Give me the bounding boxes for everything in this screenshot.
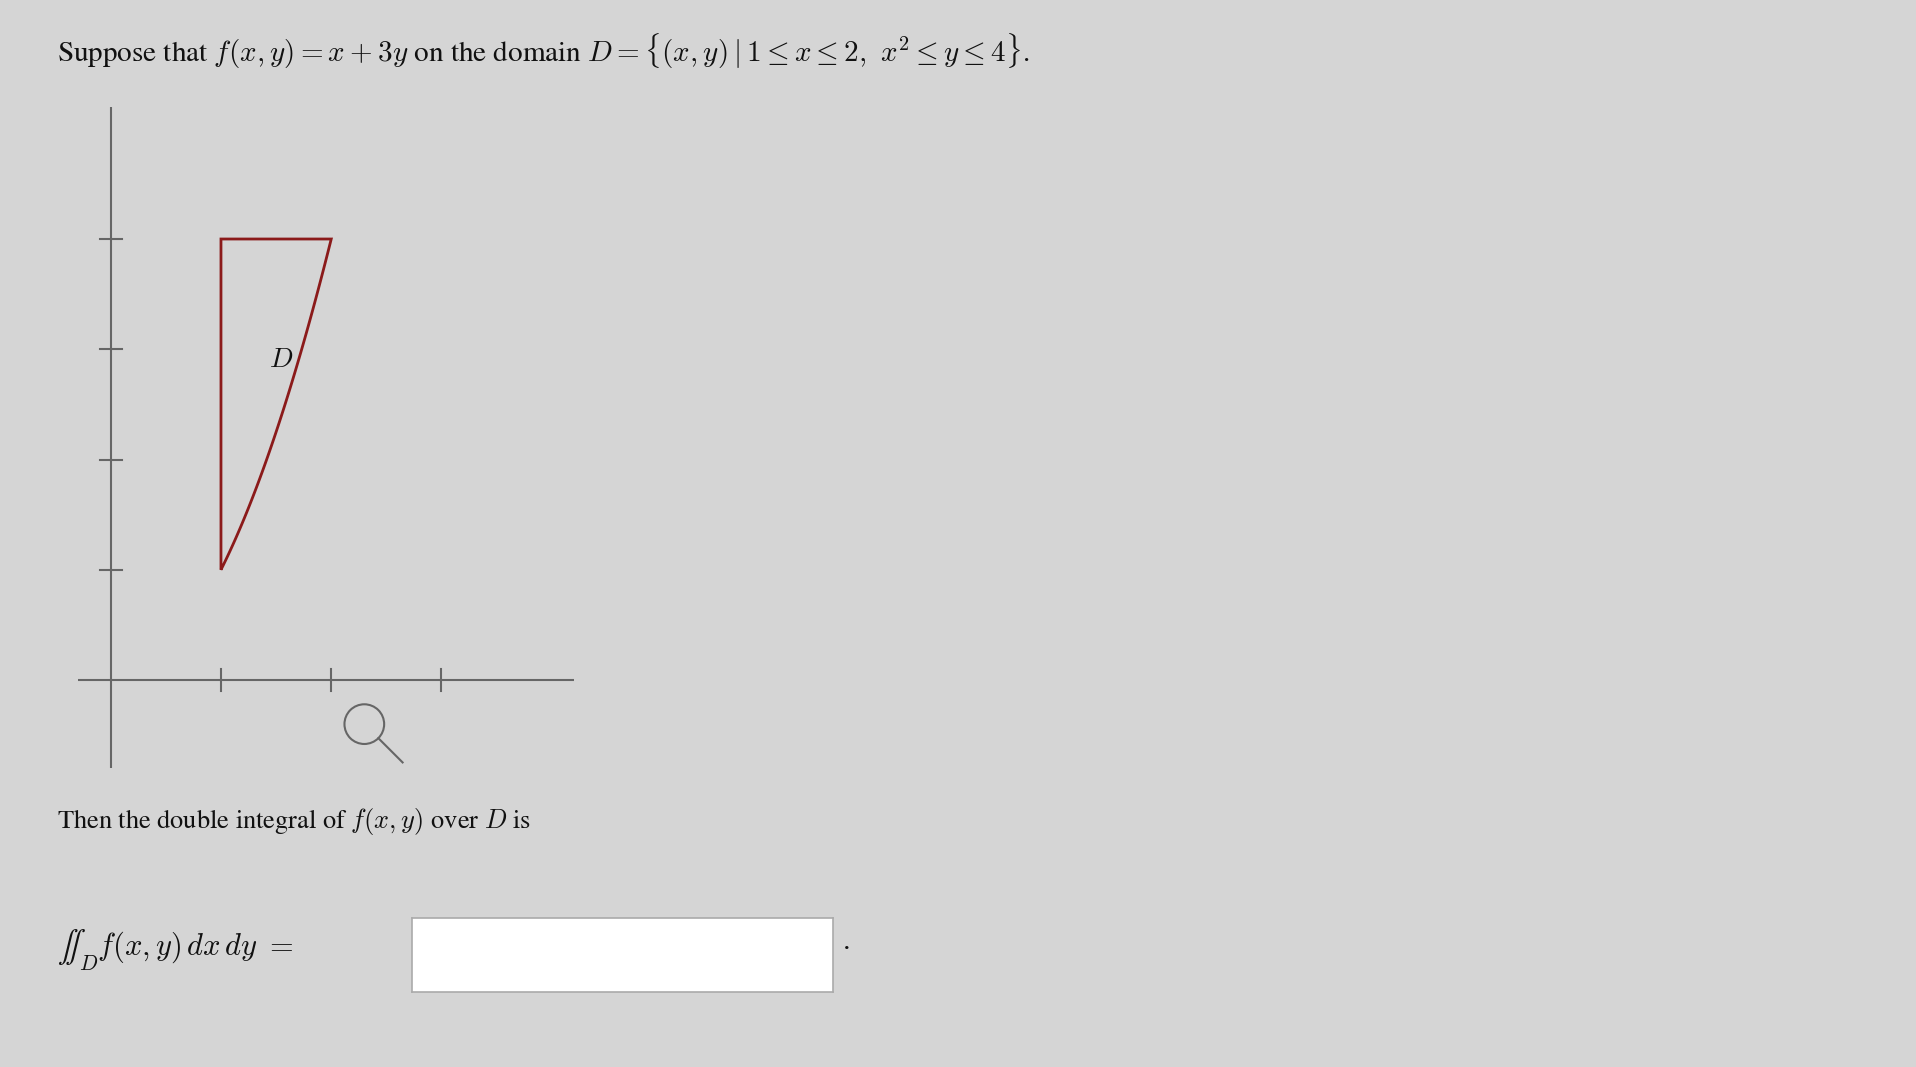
Text: $\iint_D f(x, y)\,dx\,dy\ =$: $\iint_D f(x, y)\,dx\,dy\ =$	[57, 928, 295, 973]
Text: Suppose that $f(x, y) = x + 3y$ on the domain $D = \{(x, y) \mid 1 \leq x \leq 2: Suppose that $f(x, y) = x + 3y$ on the d…	[57, 32, 1031, 71]
Text: .: .	[843, 928, 851, 956]
Text: Then the double integral of $f(x, y)$ over $D$ is: Then the double integral of $f(x, y)$ ov…	[57, 806, 531, 837]
Text: $D$: $D$	[270, 348, 293, 372]
